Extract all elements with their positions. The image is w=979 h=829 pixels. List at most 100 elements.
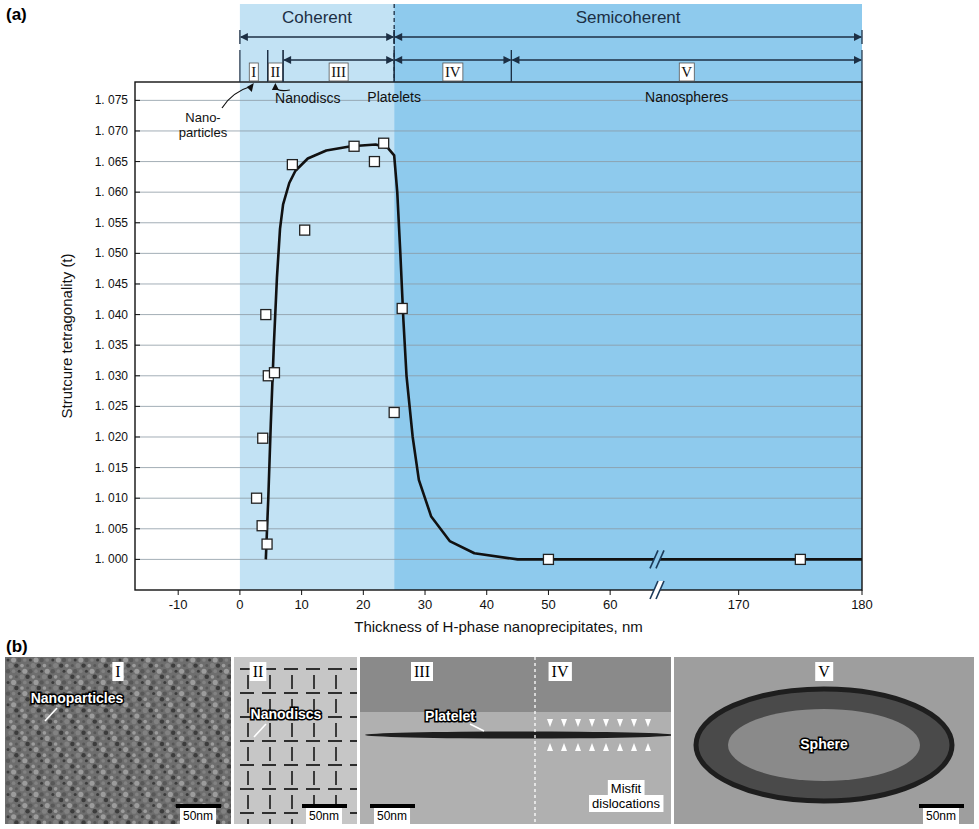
phase-boundary: [394, 4, 395, 82]
scale-bar-label-box: [923, 808, 959, 824]
texture: [155, 686, 159, 690]
x-tick: [239, 590, 240, 595]
texture: [213, 702, 218, 707]
texture: [228, 731, 231, 734]
texture: [93, 821, 96, 824]
texture: [166, 787, 170, 791]
texture: [18, 804, 21, 807]
texture: [79, 804, 83, 808]
texture: [134, 691, 139, 696]
texture: [124, 759, 128, 763]
region-label: IV: [445, 64, 461, 80]
texture: [211, 697, 215, 701]
panel-numeral-box: [250, 662, 267, 681]
texture: [99, 787, 103, 791]
texture: [81, 708, 85, 712]
texture: [53, 663, 58, 668]
texture: [190, 702, 195, 707]
x-tick-label: 50: [541, 597, 555, 612]
y-tick: [135, 161, 140, 162]
dislocation-arrow: [645, 719, 651, 727]
texture: [23, 658, 27, 662]
dislocation-arrow: [631, 719, 637, 727]
texture: [101, 747, 106, 752]
texture: [96, 748, 99, 751]
texture: [169, 804, 173, 808]
texture: [124, 692, 128, 696]
texture: [107, 815, 111, 819]
texture: [224, 736, 229, 741]
texture: [40, 670, 43, 673]
texture: [224, 669, 229, 674]
texture: [146, 804, 150, 808]
texture: [7, 703, 10, 706]
texture: [67, 758, 72, 763]
texture: [140, 759, 144, 763]
texture: [6, 714, 10, 718]
texture: [138, 687, 141, 690]
texture: [176, 697, 181, 702]
grid-line: [135, 283, 862, 284]
texture: [175, 737, 178, 740]
texture: [15, 810, 18, 813]
texture: [171, 798, 175, 802]
texture: [63, 759, 66, 762]
texture: [28, 736, 32, 740]
texture: [65, 664, 69, 668]
texture: [176, 674, 181, 679]
x-tick: [486, 590, 487, 595]
texture: [190, 680, 195, 685]
texture: [131, 697, 136, 702]
region-label: I: [251, 64, 256, 80]
texture: [219, 692, 222, 695]
texture: [107, 715, 110, 718]
texture: [163, 681, 166, 684]
texture: [174, 815, 178, 819]
texture: [208, 659, 211, 662]
dislocation-arrow: [547, 743, 553, 751]
grid-line: [135, 100, 862, 101]
texture: [59, 708, 63, 712]
texture: [26, 754, 29, 757]
texture: [211, 765, 215, 769]
texture: [49, 709, 52, 712]
scale-bar-label-box: [306, 808, 342, 824]
texture: [107, 725, 111, 729]
texture: [138, 731, 141, 734]
texture: [63, 715, 66, 718]
texture: [145, 769, 150, 774]
texture: [96, 771, 99, 774]
texture: [207, 781, 211, 785]
y-axis-title: Strutcure tetragonality (t): [58, 253, 75, 418]
texture: [205, 687, 208, 690]
texture: [194, 698, 197, 701]
texture: [12, 692, 16, 696]
texture: [62, 747, 66, 751]
texture: [39, 815, 43, 819]
texture: [171, 686, 175, 690]
texture: [240, 812, 254, 814]
texture: [335, 699, 337, 713]
texture: [174, 703, 178, 707]
texture: [60, 810, 63, 813]
texture: [8, 685, 13, 690]
texture: [134, 713, 139, 718]
texture: [174, 680, 178, 684]
texture: [9, 809, 13, 813]
texture: [78, 725, 83, 730]
texture: [306, 764, 320, 766]
texture: [152, 715, 155, 718]
texture: [129, 680, 133, 684]
texture: [168, 792, 173, 797]
texture: [177, 731, 181, 735]
texture: [28, 803, 32, 807]
texture: [110, 798, 114, 802]
texture: [230, 759, 231, 763]
dislocation-arrow: [603, 719, 609, 727]
texture: [109, 741, 114, 746]
texture: [54, 787, 58, 791]
texture: [183, 799, 186, 802]
texture: [37, 675, 40, 678]
texture: [152, 759, 155, 762]
texture: [110, 731, 114, 735]
